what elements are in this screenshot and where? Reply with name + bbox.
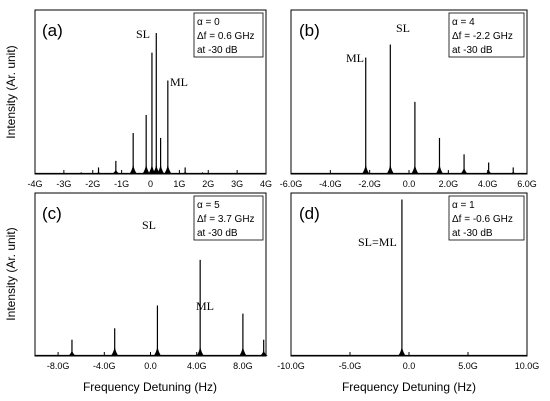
- panel-c: -8.0G -4.0G 0.0 4.0G 8.0G: [35, 259, 268, 371]
- panel-a-peak: [147, 52, 156, 174]
- panel-c-ml-annotation: ML: [196, 299, 214, 313]
- panel-d-info-box: α = 1 Δf = -0.6 GHz at -30 dB: [448, 195, 525, 241]
- panel-b-info-df: Δf = -2.2 GHz: [452, 31, 513, 42]
- panel-a-peak: [156, 137, 165, 174]
- panel-c-peak: [67, 339, 76, 356]
- panel-a-peak: [181, 167, 190, 174]
- panel-a-peak: [142, 114, 151, 174]
- panel-d-info-df: Δf = -0.6 GHz: [452, 214, 513, 225]
- panel-a-peak: [94, 167, 103, 174]
- panel-c-sl-annotation: SL: [142, 218, 156, 232]
- panel-a-label: (a): [42, 21, 63, 40]
- panel-d-peak: [397, 199, 406, 356]
- panel-b-info-alpha: α = 4: [452, 17, 475, 28]
- panel-b-peak: [509, 167, 518, 174]
- panel-c-peak: [153, 305, 162, 356]
- panel-b-peak: [361, 57, 370, 174]
- panel-b-peak: [460, 154, 469, 174]
- panel-b-label: (b): [299, 21, 320, 40]
- panel-a-peak: [198, 172, 207, 174]
- panel-b-peak: [410, 101, 419, 174]
- panel-b-peak: [435, 137, 444, 174]
- panel-c-x-tick-label: 0.0: [144, 361, 157, 371]
- panel-c-x-tick-label: -4.0G: [93, 361, 116, 371]
- y-axis-label-bottom: Intensity (Ar. unit): [4, 227, 18, 320]
- panel-b-info-db: at -30 dB: [452, 45, 493, 56]
- panel-a-x-tick-label: -4G: [27, 179, 42, 189]
- panel-b-x-tick-label: 0.0: [403, 179, 416, 189]
- y-axis-label-top: Intensity (Ar. unit): [4, 45, 18, 138]
- panel-b-x-tick-label: 4.0G: [478, 179, 498, 189]
- panel-b-info-box: α = 4 Δf = -2.2 GHz at -30 dB: [448, 12, 525, 58]
- panel-b: -6.0G -4.0G -2.0G 0.0 2.0G 4.0G 6.0G: [280, 44, 537, 189]
- panel-c-peak: [238, 313, 247, 356]
- panel-a-x-tick-label: 1G: [173, 179, 185, 189]
- x-axis-label-right: Frequency Detuning (Hz): [342, 380, 476, 394]
- panel-c-peak: [259, 339, 268, 356]
- panel-d-slml-annotation: SL=ML: [358, 235, 397, 249]
- panel-c-info-alpha: α = 5: [197, 200, 220, 211]
- panel-c-x-tick-label: 8.0G: [233, 361, 253, 371]
- panel-c-x-tick-label: -8.0G: [47, 361, 70, 371]
- panel-c-info-db: at -30 dB: [197, 228, 238, 239]
- panel-a-peak: [152, 32, 161, 174]
- panel-c-info-box: α = 5 Δf = 3.7 GHz at -30 dB: [193, 195, 264, 241]
- panel-b-x-tick-label: -2.0G: [358, 179, 381, 189]
- panel-a-info-df: Δf = 0.6 GHz: [197, 31, 255, 42]
- panel-b-peak: [386, 44, 395, 174]
- panel-b-x-tick-label: -6.0G: [280, 179, 303, 189]
- panel-a-info-box: α = 0 Δf = 0.6 GHz at -30 dB: [193, 12, 264, 58]
- panel-b-x-tick-label: 6.0G: [517, 179, 537, 189]
- panel-d: -10.0G -5.0G 0.0 5.0G 10.0G: [277, 199, 540, 371]
- panel-b-sl-annotation: SL: [396, 21, 410, 35]
- panel-c-info-df: Δf = 3.7 GHz: [197, 214, 255, 225]
- panel-c-peak: [110, 328, 119, 356]
- panel-d-x-tick-label: 5.0G: [458, 361, 478, 371]
- panel-a-info-alpha: α = 0: [197, 17, 220, 28]
- panel-a-x-tick-label: 3G: [231, 179, 243, 189]
- panel-a: -4G -3G -2G -1G 0 1G 2G 3G 4G: [27, 32, 272, 189]
- panel-a-peak: [77, 172, 86, 174]
- x-axis-label-left: Frequency Detuning (Hz): [83, 380, 217, 394]
- panel-b-peak: [484, 162, 493, 174]
- panel-a-x-tick-label: 0: [148, 179, 153, 189]
- panel-a-x-tick-label: -2G: [85, 179, 100, 189]
- panel-a-x-tick-label: -3G: [56, 179, 71, 189]
- panel-c-x-tick-label: 4.0G: [187, 361, 207, 371]
- panel-a-info-db: at -30 dB: [197, 45, 238, 56]
- panel-d-x-tick-label: -10.0G: [277, 361, 305, 371]
- panel-c-peak: [196, 259, 205, 356]
- panel-d-x-tick-label: 10.0G: [515, 361, 540, 371]
- panel-d-label: (d): [299, 204, 320, 223]
- panel-a-x-tick-label: 4G: [260, 179, 272, 189]
- panel-c-label: (c): [42, 204, 62, 223]
- panel-a-peak: [111, 160, 120, 174]
- panel-b-ml-annotation: ML: [346, 51, 364, 65]
- panel-b-x-tick-label: -4.0G: [319, 179, 342, 189]
- panel-d-info-db: at -30 dB: [452, 228, 493, 239]
- panel-d-x-tick-label: 0.0: [403, 361, 416, 371]
- panel-a-peak: [129, 133, 138, 174]
- panel-a-x-tick-label: -1G: [114, 179, 129, 189]
- panel-a-peak: [163, 80, 172, 174]
- panel-b-x-tick-label: 2.0G: [439, 179, 459, 189]
- panel-d-info-alpha: α = 1: [452, 200, 475, 211]
- panel-a-ml-annotation: ML: [170, 75, 188, 89]
- panel-a-x-tick-label: 2G: [202, 179, 214, 189]
- panel-a-sl-annotation: SL: [136, 27, 150, 41]
- panel-d-x-tick-label: -5.0G: [339, 361, 362, 371]
